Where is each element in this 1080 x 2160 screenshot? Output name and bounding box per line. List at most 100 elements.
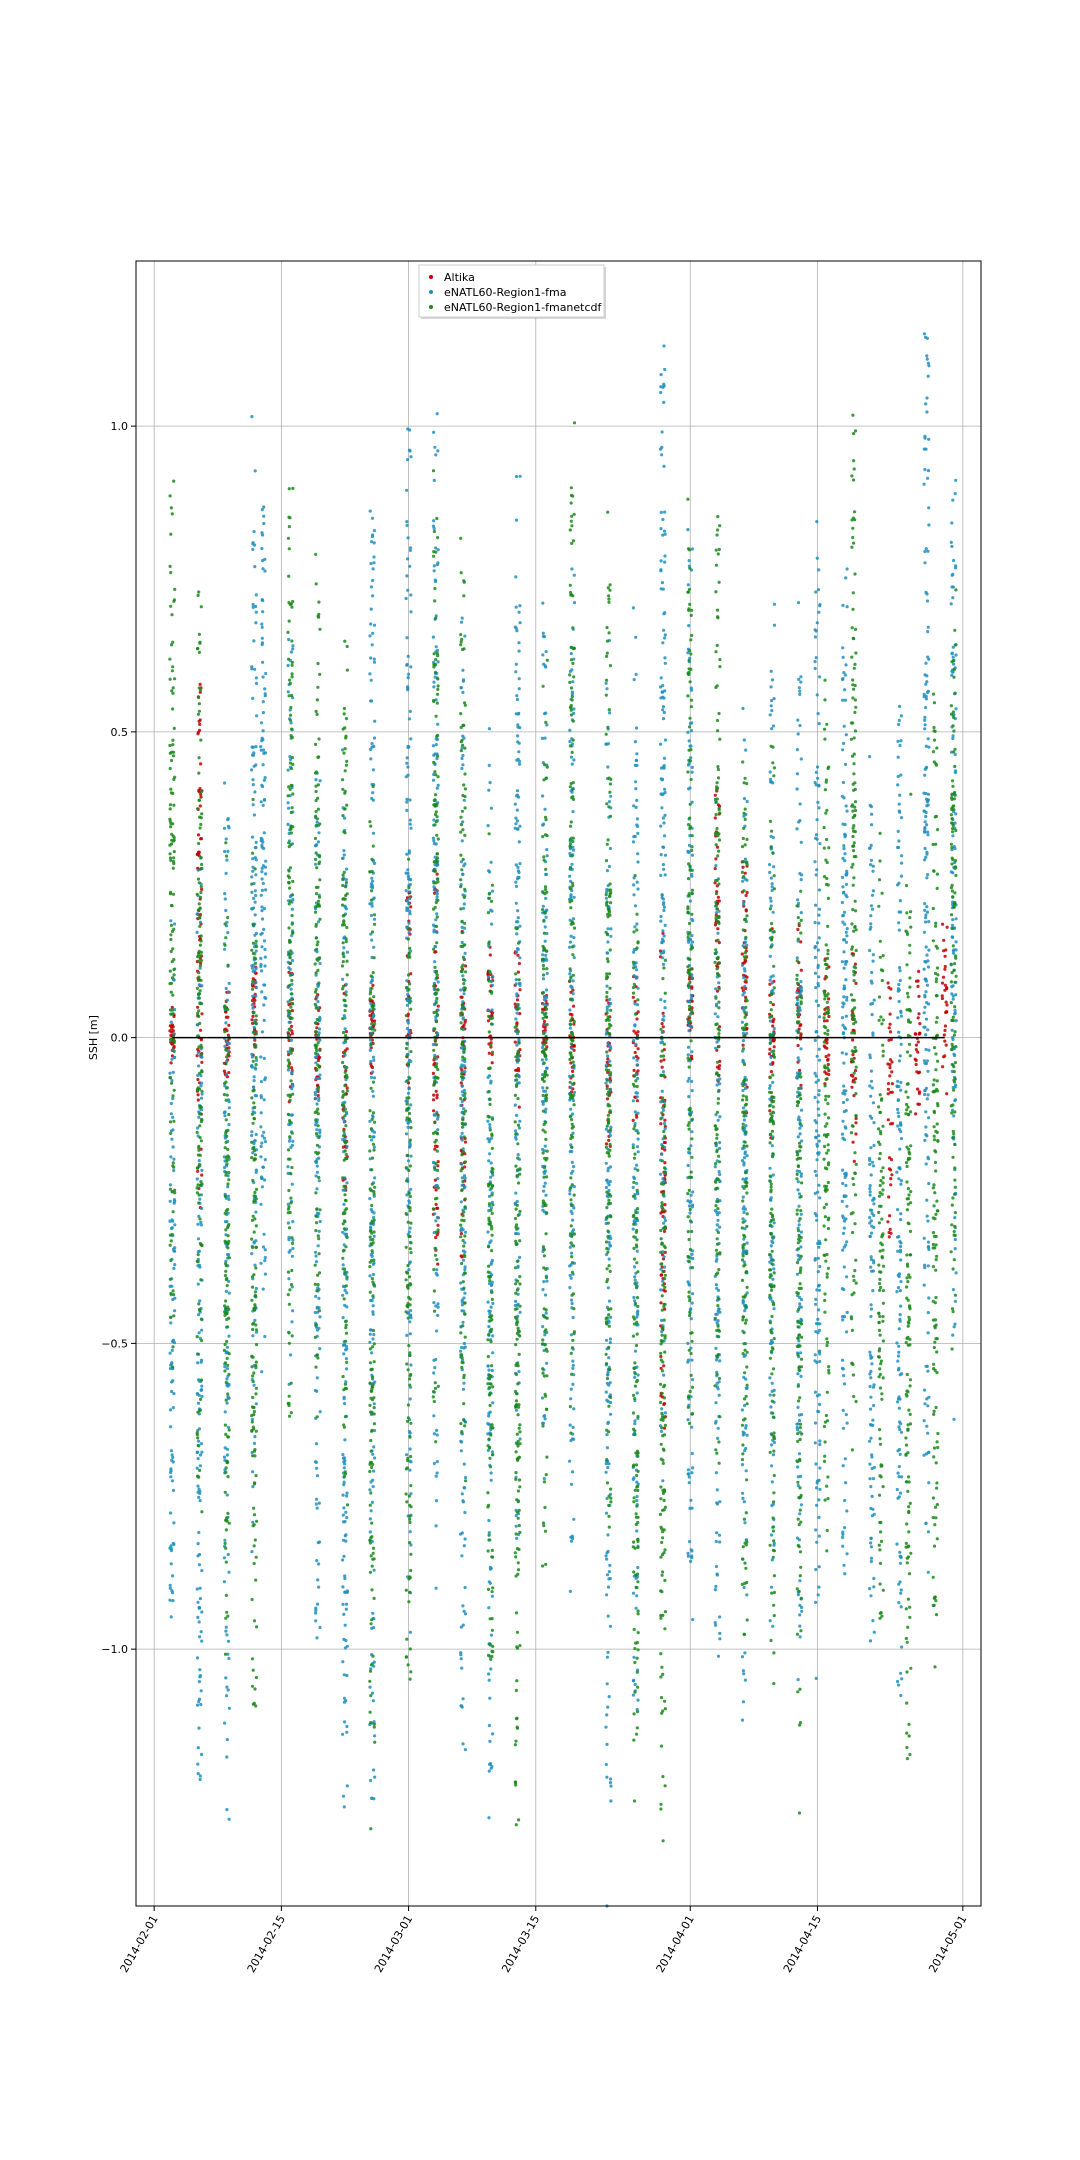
data-point — [571, 1069, 575, 1073]
data-point — [253, 846, 257, 850]
data-point — [795, 1001, 800, 1006]
data-point — [286, 663, 290, 668]
data-point — [487, 1518, 491, 1523]
data-point — [290, 1066, 294, 1070]
data-point — [659, 1059, 663, 1063]
data-point — [797, 1413, 802, 1417]
data-point — [172, 1045, 176, 1049]
data-point — [543, 1169, 548, 1173]
data-point — [607, 1356, 611, 1360]
data-point — [342, 1554, 346, 1558]
data-point — [770, 981, 775, 985]
data-point — [406, 1091, 411, 1095]
data-point — [262, 798, 267, 802]
data-point — [825, 1019, 829, 1023]
data-point — [254, 893, 258, 898]
data-point — [343, 1534, 347, 1538]
data-point — [568, 1286, 572, 1290]
data-point — [745, 1026, 749, 1030]
data-point — [662, 696, 666, 700]
data-point — [632, 883, 636, 887]
data-point — [433, 1212, 437, 1216]
data-point — [841, 1318, 845, 1322]
data-point — [841, 1031, 846, 1035]
data-point — [251, 963, 255, 967]
data-point — [222, 1069, 226, 1073]
data-point — [314, 1055, 318, 1059]
data-point — [871, 1164, 876, 1168]
data-point — [888, 1030, 893, 1034]
data-point — [316, 920, 321, 924]
data-point — [197, 854, 201, 858]
data-point — [486, 1019, 491, 1023]
data-point — [568, 940, 573, 944]
data-point — [796, 1180, 800, 1184]
data-point — [251, 1006, 255, 1010]
data-point — [771, 1003, 775, 1007]
data-point — [605, 1551, 609, 1555]
data-point — [226, 849, 230, 854]
data-point — [841, 1231, 846, 1235]
data-point — [317, 1562, 321, 1566]
data-point — [663, 510, 667, 514]
data-point — [373, 1429, 377, 1433]
data-point — [633, 1349, 638, 1353]
data-point — [200, 1055, 204, 1059]
data-point — [173, 1055, 177, 1059]
data-point — [460, 1226, 464, 1230]
data-point — [371, 886, 375, 890]
data-point — [199, 1388, 203, 1392]
data-point — [770, 678, 775, 682]
data-point — [169, 1112, 173, 1116]
data-point — [288, 708, 292, 712]
data-point — [663, 1161, 667, 1165]
data-point — [607, 1570, 612, 1574]
data-point — [813, 1095, 817, 1099]
data-point — [635, 1115, 639, 1119]
data-point — [463, 951, 467, 955]
data-point — [517, 759, 522, 764]
data-point — [514, 670, 518, 674]
data-point — [870, 823, 874, 827]
data-point — [433, 1147, 437, 1151]
data-point — [200, 1450, 204, 1454]
data-point — [199, 1084, 203, 1088]
data-point — [514, 626, 518, 630]
data-point — [224, 837, 228, 841]
data-point — [818, 842, 822, 846]
data-point — [713, 816, 717, 820]
data-point — [516, 734, 520, 738]
data-point — [341, 1660, 345, 1664]
data-point — [488, 1152, 492, 1156]
data-point — [368, 1685, 372, 1689]
data-point — [254, 621, 258, 625]
data-point — [844, 962, 848, 966]
data-point — [716, 1436, 720, 1440]
data-point — [461, 1604, 465, 1608]
data-point — [370, 978, 374, 982]
data-point — [371, 1089, 375, 1093]
data-point — [663, 1216, 667, 1220]
data-point — [690, 1556, 694, 1560]
data-point — [815, 1218, 819, 1222]
data-point — [263, 1078, 267, 1082]
data-point — [815, 693, 819, 697]
data-point — [816, 981, 820, 986]
data-point — [197, 1726, 201, 1730]
data-point — [842, 1061, 846, 1065]
data-point — [813, 660, 817, 664]
data-point — [916, 1040, 920, 1044]
data-point — [432, 526, 436, 531]
data-point — [462, 1544, 466, 1548]
data-point — [772, 1221, 776, 1225]
data-point — [518, 1310, 522, 1314]
data-point — [225, 1808, 229, 1812]
data-point — [315, 1157, 319, 1161]
data-point — [663, 999, 667, 1003]
data-point — [435, 872, 439, 876]
data-point — [491, 1401, 495, 1405]
data-point — [869, 914, 873, 918]
data-point — [545, 848, 549, 852]
data-point — [896, 755, 900, 759]
data-point — [260, 559, 265, 563]
